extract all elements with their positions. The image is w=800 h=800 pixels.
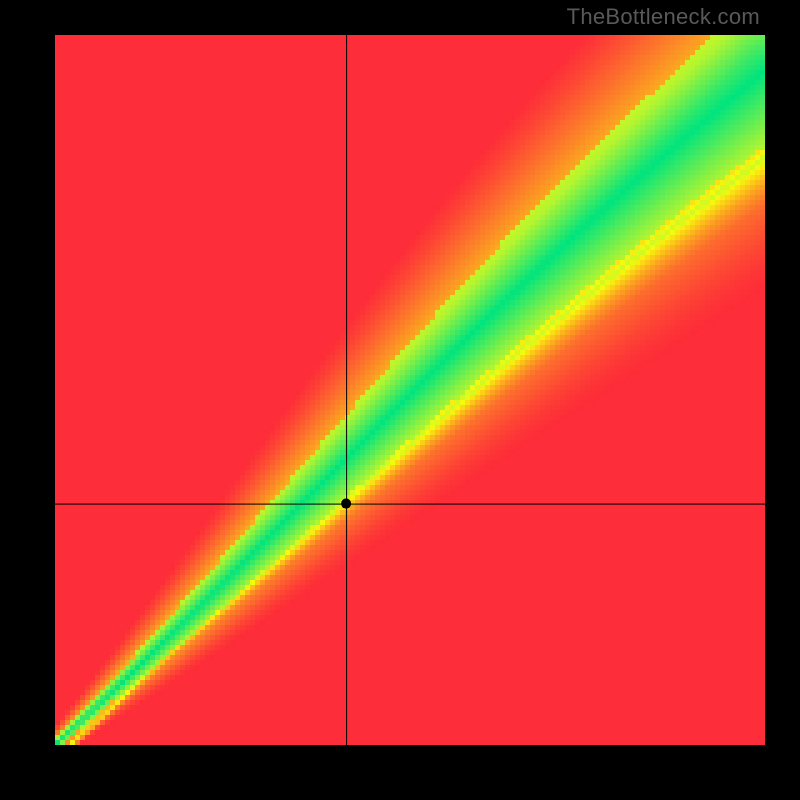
watermark-text: TheBottleneck.com bbox=[567, 4, 760, 30]
heatmap-canvas bbox=[55, 35, 765, 745]
heatmap-plot bbox=[55, 35, 765, 745]
